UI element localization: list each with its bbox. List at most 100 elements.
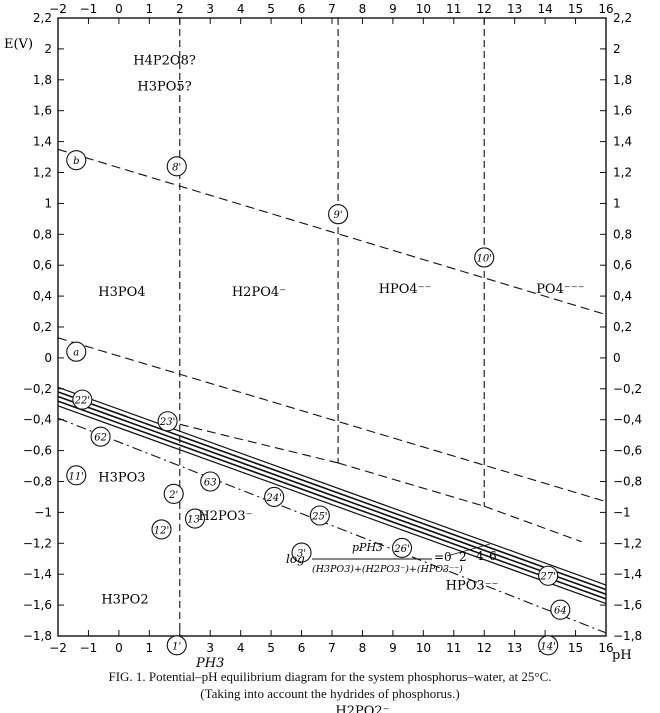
reaction-number: 27' (539, 572, 555, 583)
x-tick-label-top: 6 (298, 2, 306, 16)
x-tick-label-top: 5 (267, 2, 275, 16)
x-tick-label-bottom: 16 (598, 641, 613, 655)
y-tick-label-left: 1,8 (33, 73, 52, 87)
y-tick-label-right: −0,2 (613, 382, 642, 396)
reaction-number: 2' (168, 490, 178, 501)
y-tick-label-left: 0,4 (33, 289, 52, 303)
species-label-h2po4: H2PO4⁻ (232, 285, 286, 300)
reaction-number: 63 (204, 478, 217, 489)
x-tick-label-top: 8 (359, 2, 367, 16)
y-tick-label-left: −1,4 (23, 567, 52, 581)
species-label-po4: PO4⁻⁻⁻ (536, 282, 584, 297)
y-tick-label-left: 0,8 (33, 227, 52, 241)
y-tick-label-left: −0,8 (23, 475, 52, 489)
formula-log: log (286, 552, 305, 566)
y-tick-label-right: −1 (613, 505, 631, 519)
y-tick-label-right: 0,4 (613, 289, 632, 303)
x-tick-label-top: 7 (328, 2, 336, 16)
reaction-circle (157, 411, 178, 432)
species-label-h3po4: H3PO4 (98, 285, 145, 300)
species-label-h2po2: H2PO2⁻ (335, 704, 389, 713)
y-axis-title: E(V) (4, 37, 33, 52)
x-tick-label-top: 11 (446, 2, 461, 16)
x-tick-label-top: 3 (206, 2, 214, 16)
reaction-circle (391, 537, 413, 558)
y-tick-label-right: 1,6 (613, 104, 632, 118)
x-tick-label-bottom: 11 (446, 641, 461, 655)
y-tick-label-left: 1,4 (33, 135, 52, 149)
axis-ticks: −2−2−1−100112233445566778899101011111212… (23, 2, 642, 655)
x-tick-label-bottom: 10 (416, 641, 431, 655)
x-tick-label-top: 12 (477, 2, 492, 16)
x-tick-label-top: 2 (176, 2, 184, 16)
x-tick-label-bottom: 6 (298, 641, 306, 655)
x-tick-label-bottom: 12 (477, 641, 492, 655)
y-tick-label-left: −1,2 (23, 536, 52, 550)
reaction-number: 64 (554, 606, 567, 617)
reaction-circle (200, 471, 221, 492)
reaction-circle (90, 426, 111, 447)
species-label-h2po3: H2PO3⁻ (198, 509, 252, 524)
x-tick-label-bottom: 5 (267, 641, 275, 655)
y-tick-label-right: 1,4 (613, 135, 632, 149)
x-tick-label-top: 16 (598, 2, 613, 16)
x-tick-label-bottom: 13 (507, 641, 522, 655)
equilibrium-line-62 (57, 395, 607, 596)
figure-caption: FIG. 1. Potential–pH equilibrium diagram… (108, 669, 552, 684)
y-tick-label-left: 0,6 (33, 258, 52, 272)
y-tick-label-right: 1,8 (613, 73, 632, 87)
y-tick-label-right: 0,2 (613, 320, 632, 334)
reaction-circle (328, 204, 349, 225)
y-tick-label-right: 0,6 (613, 258, 632, 272)
reaction-number: b (73, 156, 79, 167)
reaction-number: 25' (311, 511, 327, 522)
reaction-number: 24' (265, 493, 281, 504)
x-axis-title: pH (612, 648, 632, 663)
reaction-circle (72, 389, 93, 410)
reaction-number: 22' (74, 396, 90, 407)
x-tick-label-top: −2 (49, 2, 67, 16)
x-tick-label-top: 15 (568, 2, 583, 16)
y-tick-label-left: −1,8 (23, 629, 52, 643)
y-tick-label-right: −0,4 (613, 413, 642, 427)
x-tick-label-top: 9 (389, 2, 397, 16)
reaction-circle (538, 635, 559, 656)
x-tick-label-bottom: 7 (328, 641, 336, 655)
reaction-number: a (73, 348, 79, 359)
reaction-circle (538, 565, 559, 586)
x-tick-label-bottom: 3 (206, 641, 214, 655)
y-tick-label-right: 2,2 (613, 11, 632, 25)
formula-numerator: pPH3 (352, 541, 383, 554)
reaction-circle (550, 599, 571, 620)
species-label-hpo3: HPO3⁻⁻ (446, 579, 499, 594)
y-tick-label-left: −0,6 (23, 444, 52, 458)
reaction-number: 1' (172, 641, 181, 652)
reaction-circle (166, 635, 187, 656)
reaction-circle (66, 341, 87, 362)
reaction-circle (309, 505, 330, 526)
reaction-circle (166, 156, 187, 177)
reaction-circle (264, 486, 285, 508)
reaction-circle (291, 542, 312, 563)
y-tick-label-right: 1 (613, 196, 621, 210)
species-label-h3po2: H3PO2 (101, 593, 148, 608)
y-tick-label-right: 0,8 (613, 227, 632, 241)
equilibrium-line-11' (57, 417, 607, 634)
formula-value-4: 4 (476, 549, 484, 563)
reaction-circle (184, 508, 206, 529)
reaction-number: 9' (334, 210, 343, 221)
equilibrium-line-b (57, 148, 607, 316)
species-label-ph3: PH3 (195, 656, 224, 671)
reaction-number: 3' (297, 549, 306, 560)
x-tick-label-bottom: 8 (359, 641, 367, 655)
figure-caption-note: (Taking into account the hydrides of pho… (200, 686, 460, 701)
plot-frame (57, 17, 607, 637)
equilibrium-lines (57, 18, 607, 636)
equilibrium-line-a (57, 337, 607, 503)
x-tick-label-top: 14 (537, 2, 552, 16)
y-tick-label-left: −0,4 (23, 413, 52, 427)
y-tick-label-left: 0 (44, 351, 52, 365)
species-labels: H4P2O8? H3PO5? H3PO4 H2PO4⁻ HPO4⁻⁻ PO4⁻⁻⁻ H3PO… (98, 53, 584, 713)
x-tick-label-bottom: 1 (146, 641, 154, 655)
reaction-number: 23' (159, 417, 175, 428)
